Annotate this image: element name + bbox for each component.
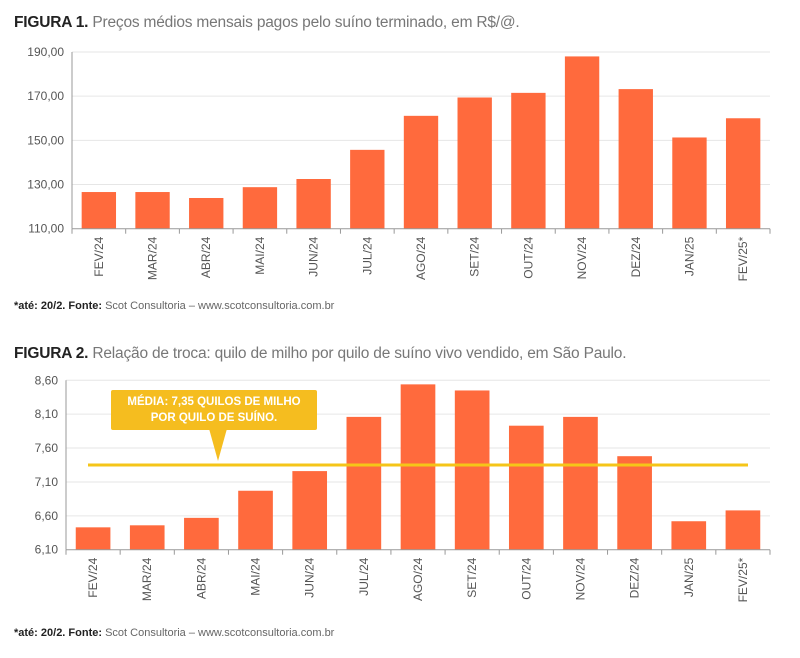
x-tick-label: JUN/24: [307, 236, 321, 276]
x-tick-label: DEZ/24: [628, 557, 642, 598]
figure1-chart: 110,00 130,00 150,00 170,00 190,00 FEV/24 MAR/…: [27, 45, 771, 281]
bar-ago24: [403, 115, 439, 229]
x-tick-label: MAR/24: [140, 557, 154, 601]
y-tick-label: 6,10: [35, 543, 59, 557]
x-tick-label: FEV/24: [86, 557, 100, 597]
x-tick-label: JUL/24: [357, 557, 371, 595]
y-tick-label: 150,00: [27, 133, 64, 147]
footnote-source: Scot Consultoria – www.scotconsultoria.c…: [102, 627, 335, 639]
y-tick-label: 7,10: [35, 475, 59, 489]
x-tick-label: NOV/24: [575, 236, 589, 279]
x-tick-label: JAN/25: [682, 236, 696, 276]
x-tick-label: FEV/24: [92, 236, 106, 276]
figure2-label: FIGURA 2.: [14, 345, 89, 362]
bar-nov24: [563, 416, 598, 550]
bar-abr24: [189, 197, 224, 229]
bar-jan25: [672, 137, 707, 229]
footnote-label: *até: 20/2. Fonte:: [14, 627, 103, 639]
bar-out24: [511, 92, 546, 229]
x-tick-label: SET/24: [468, 236, 482, 276]
bar-mar24: [129, 525, 165, 550]
bar-dez24: [617, 456, 652, 550]
x-tick-label: OUT/24: [519, 557, 533, 599]
figure1-caption: Preços médios mensais pagos pelo suíno t…: [92, 14, 520, 31]
bar-set24: [457, 97, 492, 229]
bar-mai24: [242, 187, 278, 229]
figure1-label: FIGURA 1.: [14, 14, 89, 31]
x-tick-label: AGO/24: [411, 557, 425, 601]
bar-abr24: [184, 517, 219, 550]
mean-label-line1: MÉDIA: 7,35 QUILOS DE MILHO: [127, 396, 301, 408]
y-tick-label: 7,60: [35, 441, 59, 455]
figure2-title: FIGURA 2. Relação de troca: quilo de mil…: [14, 345, 627, 363]
x-tick-label: JUN/24: [303, 557, 317, 597]
bar-jun24: [296, 179, 331, 229]
bar-ago24: [400, 384, 436, 550]
bar-jan25: [671, 521, 707, 550]
x-tick-label: MAR/24: [146, 236, 160, 280]
x-tick-label: SET/24: [465, 557, 479, 597]
x-tick-label: JUL/24: [360, 236, 374, 274]
bar-fev25: [725, 118, 761, 229]
x-tick-label: FEV/25*: [736, 557, 750, 602]
bar-jul24: [350, 149, 385, 229]
x-tick-label: ABR/24: [194, 557, 208, 599]
footnote-label: *até: 20/2. Fonte:: [14, 300, 103, 312]
x-tick-label: ABR/24: [199, 236, 213, 278]
y-tick-label: 130,00: [27, 178, 64, 192]
bar-nov24: [564, 56, 600, 229]
x-tick-label: OUT/24: [521, 236, 535, 278]
x-tick-label: AGO/24: [414, 236, 428, 280]
x-tick-label: MAI/24: [249, 557, 263, 595]
x-tick-label: MAI/24: [253, 236, 267, 274]
bar-jul24: [346, 416, 382, 550]
callout-pointer: [208, 425, 228, 461]
x-tick-label: DEZ/24: [629, 236, 643, 277]
y-tick-label: 8,60: [35, 373, 59, 387]
x-tick-label: FEV/25*: [736, 236, 750, 281]
y-tick-label: 190,00: [27, 45, 64, 59]
footnote-source: Scot Consultoria – www.scotconsultoria.c…: [102, 300, 335, 312]
bar-fev25: [725, 510, 761, 550]
bar-fev24: [75, 527, 111, 550]
bar-out24: [508, 425, 544, 550]
mean-label-line2: POR QUILO DE SUÍNO.: [150, 412, 278, 424]
bar-fev24: [81, 192, 117, 229]
bar-dez24: [618, 89, 653, 229]
y-tick-label: 170,00: [27, 89, 64, 103]
figure2-chart: 6,10 6,60 7,10 7,60 8,10 8,60 FEV/24 MAR/24 ABR/…: [35, 373, 771, 602]
figure2-caption: Relação de troca: quilo de milho por qui…: [92, 345, 627, 362]
figure2-footnote: *até: 20/2. Fonte: Scot Consultoria – ww…: [14, 627, 334, 639]
y-tick-label: 6,60: [35, 509, 59, 523]
bar-set24: [454, 390, 490, 550]
figure1-footnote: *até: 20/2. Fonte: Scot Consultoria – ww…: [14, 300, 334, 312]
y-tick-label: 110,00: [28, 222, 64, 236]
bar-jun24: [292, 471, 328, 550]
x-tick-label: NOV/24: [573, 557, 587, 600]
x-tick-label: JAN/25: [682, 557, 696, 597]
y-tick-label: 8,10: [35, 407, 59, 421]
bar-mai24: [238, 490, 273, 550]
figure1-title: FIGURA 1. Preços médios mensais pagos pe…: [14, 14, 520, 32]
bar-mar24: [135, 192, 170, 229]
mean-callout: MÉDIA: 7,35 QUILOS DE MILHO POR QUILO DE …: [111, 390, 317, 430]
